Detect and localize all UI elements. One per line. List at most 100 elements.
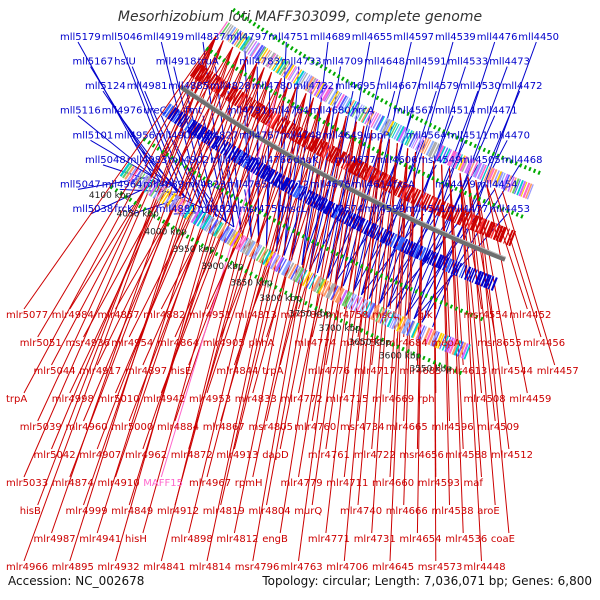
gene-label: mll4533 [448,57,489,68]
gene-block [335,207,344,221]
gene-label: mlr5077 [6,310,48,321]
tick-mark [375,95,380,101]
gene-block [275,257,285,273]
gene-block [306,273,315,288]
gene-block [364,109,373,125]
leader-line [298,121,357,478]
tick-mark [415,116,419,121]
gene-block [173,111,184,125]
gene-block [352,159,363,176]
tick-mark [231,7,236,13]
gene-label: mll4479 [435,179,476,190]
gene-label: mlr4596 [432,422,474,433]
gene-block [453,208,462,224]
gene-block [313,276,323,293]
gene-block [434,144,443,160]
tick-mark [473,143,477,149]
tick-mark [296,231,301,236]
leader-line [311,125,365,422]
leader-line [188,87,297,534]
accession-text: Accession: NC_002678 [8,574,144,588]
backbone-highlight [181,84,507,258]
tick-mark [279,287,283,293]
gene-label: mll4983 [127,155,168,166]
gene-label: mll4799 [210,155,251,166]
gene-label: mlr4941 [79,534,121,545]
leader-line [220,97,315,506]
gene-block [377,307,386,323]
gene-block [453,153,462,169]
gene-block [250,102,261,117]
gene-block [362,108,371,124]
gene-block [464,158,473,174]
tick-mark [350,259,354,264]
tick-mark [505,157,509,162]
leader-line [493,187,542,338]
tick-mark [253,207,258,212]
gene-block [426,250,434,264]
gene-block [325,88,334,103]
gene-label: mlr5051 [20,338,62,349]
tick-mark [142,137,147,142]
gene-block [348,100,357,116]
gene-block [198,68,209,83]
gene-block [198,127,208,141]
tick-mark [234,196,239,201]
gene-block [278,60,289,76]
gene-block [264,251,274,267]
gene-label: frcK [114,204,134,215]
gene-block [310,137,321,153]
gene-block [423,139,432,155]
leader-line [309,213,341,270]
gene-block [186,119,197,133]
leader-line [252,107,332,562]
gene-block [203,71,214,86]
gene-label: mll4539 [435,32,476,43]
gene-block [152,184,163,199]
tick-mark [264,279,268,285]
gene-block [356,297,364,313]
gene-label: mll4541 [406,204,447,215]
gene-block [514,179,521,195]
gene-block [485,221,494,238]
gene-block [260,49,271,64]
tick-mark [274,285,278,290]
gene-block [446,337,455,353]
gene-label: msr4805 [249,422,294,433]
gene-block [233,91,245,107]
gene-label: mll4530 [460,81,501,92]
tick-mark [309,303,313,308]
gene-block [520,181,528,197]
tick-mark [421,171,426,177]
tick-mark [398,160,403,165]
gene-block [490,223,498,239]
gene-block [375,115,385,131]
tick-mark [365,330,369,336]
tick-mark [449,304,454,309]
gene-block [260,108,270,123]
gene-block [463,344,471,360]
gene-label: mll4837 [185,32,226,43]
tick-mark [229,260,234,265]
gene-block [457,155,466,171]
gene-block [281,260,291,276]
gene-label: mlr4788 [281,310,323,321]
gene-block [345,99,355,115]
gene-block [172,197,183,212]
leader-line [371,143,398,366]
tick-mark [411,351,416,356]
gene-block [320,142,330,158]
gene-block [408,242,416,256]
gene-block [231,90,242,105]
gene-block [395,125,405,141]
gene-block [220,141,229,155]
tick-mark [128,197,133,203]
gene-block [264,168,274,182]
gene-block [412,134,421,149]
gene-block [245,99,256,114]
tick-mark [152,213,156,218]
leader-line [115,62,258,310]
tick-mark [306,56,311,61]
gene-label: engB [262,534,288,545]
